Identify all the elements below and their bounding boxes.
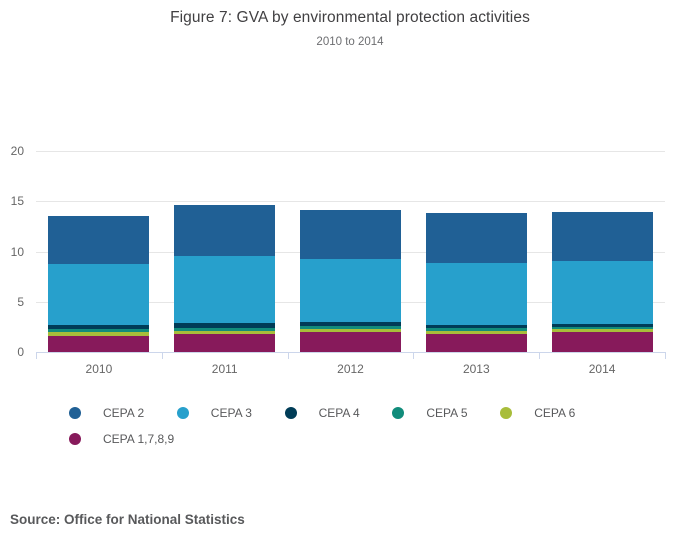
bar-segment[interactable] (48, 329, 150, 333)
bar-segment[interactable] (551, 326, 653, 330)
bar-segment[interactable] (174, 330, 276, 335)
bar-segment[interactable] (48, 263, 150, 325)
legend-label: CEPA 1,7,8,9 (103, 432, 175, 446)
legend-dot-icon (284, 407, 297, 419)
x-axis-label: 2011 (211, 362, 238, 376)
x-axis-tick (665, 352, 666, 359)
legend-dot-icon (500, 407, 513, 419)
chart-title: Figure 7: GVA by environmental protectio… (170, 9, 530, 26)
bar-segment[interactable] (48, 335, 150, 352)
bar-segment[interactable] (300, 332, 401, 352)
bar-segment[interactable] (48, 324, 150, 330)
gridline (36, 201, 665, 203)
bar-segment[interactable] (425, 330, 527, 335)
bar-segment[interactable] (174, 323, 276, 328)
bar-segment[interactable] (425, 334, 527, 352)
legend-dot-icon (392, 407, 405, 419)
bar-segment[interactable] (551, 329, 653, 333)
legend-item-cepa-3[interactable]: CEPA 3 (176, 400, 285, 426)
bar-segment[interactable] (551, 260, 653, 324)
bar-segment[interactable] (300, 259, 401, 323)
x-axis-label: 2014 (588, 362, 616, 376)
legend-item-cepa-6[interactable]: CEPA 6 (500, 400, 608, 426)
legend-label: CEPA 6 (534, 406, 576, 420)
bar-segment[interactable] (551, 323, 653, 327)
y-axis-label: 20 (10, 144, 24, 158)
gridline (36, 151, 665, 152)
legend-item-cepa-4[interactable]: CEPA 4 (284, 400, 393, 426)
legend: CEPA 2 CEPA 3 CEPA 4 CEPA 5 CEPA 6 CEPA 1,7,8… (69, 400, 649, 452)
bar-segment[interactable] (551, 212, 653, 261)
legend-item-cepa-5[interactable]: CEPA 5 (392, 400, 500, 426)
x-axis-tick (161, 352, 163, 359)
y-axis-label: 0 (17, 345, 24, 359)
x-axis-label: 2012 (337, 362, 364, 376)
legend-dot-icon (176, 407, 189, 419)
bar-segment[interactable] (174, 256, 276, 324)
legend-dot-icon (69, 407, 81, 419)
bar-segment[interactable] (300, 325, 401, 329)
bar-segment[interactable] (300, 322, 401, 326)
bar-segment[interactable] (174, 205, 276, 257)
bar-segment[interactable] (551, 332, 653, 352)
x-axis-tick (36, 352, 37, 359)
y-axis-label: 10 (10, 244, 24, 259)
bar-segment[interactable] (174, 334, 276, 352)
x-axis-tick (413, 352, 415, 359)
legend-label: CEPA 4 (318, 406, 360, 420)
legend-item-cepa-1-7-8-9[interactable]: CEPA 1,7,8,9 (69, 426, 177, 452)
bar-segment[interactable] (425, 328, 527, 331)
chart-subtitle: 2010 to 2014 (316, 36, 384, 48)
x-axis-label: 2013 (462, 362, 490, 376)
legend-dot-icon (69, 433, 81, 445)
legend-label: CEPA 5 (426, 406, 468, 420)
bar-segment[interactable] (425, 324, 527, 329)
x-axis-line (36, 352, 666, 353)
y-axis-label: 15 (10, 194, 24, 209)
x-axis-tick (287, 352, 289, 359)
legend-label: CEPA 3 (210, 406, 252, 420)
bar-segment[interactable] (300, 328, 401, 333)
source-note: Source: Office for National Statistics (10, 512, 245, 527)
bar-segment[interactable] (300, 209, 401, 260)
bar-segment[interactable] (425, 263, 527, 325)
y-axis-label: 5 (17, 294, 24, 309)
x-axis-label: 2010 (85, 362, 113, 376)
legend-item-cepa-2[interactable]: CEPA 2 (69, 400, 177, 426)
bar-segment[interactable] (48, 332, 150, 336)
bar-segment[interactable] (48, 215, 150, 264)
bar-segment[interactable] (425, 213, 527, 264)
legend-label: CEPA 2 (103, 406, 145, 420)
bar-segment[interactable] (174, 327, 276, 331)
x-axis-tick (539, 352, 541, 359)
